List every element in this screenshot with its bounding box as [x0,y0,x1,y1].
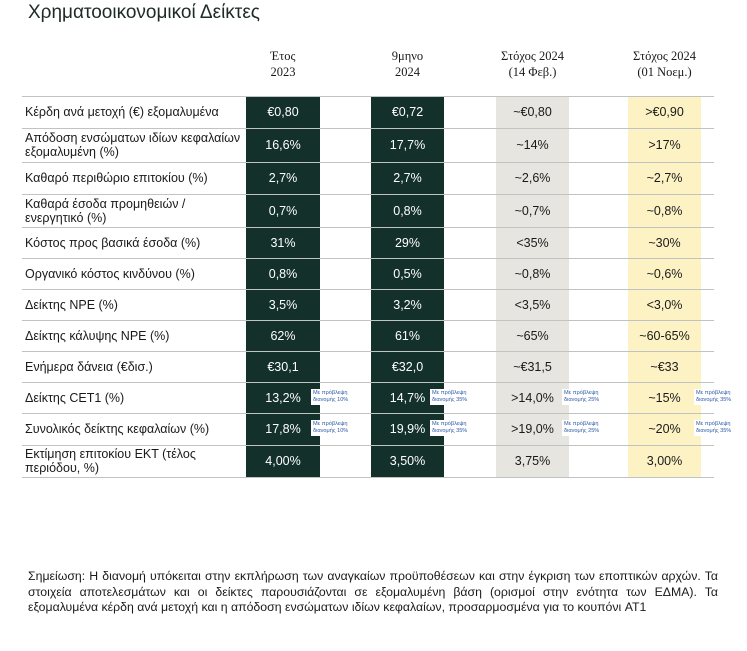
distribution-note: Με πρόβλεψη διανομής 25% [562,420,602,436]
distribution-note: Με πρόβλεψη διανομής 10% [311,420,351,436]
value-cell-target-feb: ~€0,80 [513,105,552,119]
value-cell-target-feb: 3,75% [514,454,551,468]
value-cell-target-nov: ~15% [648,390,681,405]
distribution-note: Με πρόβλεψη διανομής 35% [430,389,470,405]
row-label: Δείκτης CET1 (%) [25,390,125,405]
value-cell-2023: 31% [270,235,296,250]
row-label: Συνολικός δείκτης κεφαλαίων (%) [25,422,210,436]
row-label: Δείκτης NPE (%) [25,297,118,312]
value-cell-target-feb: <35% [516,235,549,250]
distribution-note: Με πρόβλεψη διανομής 35% [694,389,734,405]
value-cell-9m-2024: 0,5% [393,266,422,281]
value-cell-target-nov: ~2,7% [646,171,683,185]
row-label: Καθαρά έσοδα προμηθειών / ενεργητικό (%) [25,196,186,225]
value-cell-9m-2024: 17,7% [389,138,426,152]
value-cell-target-nov: >17% [648,138,681,152]
row-divider [22,96,714,97]
value-cell-target-nov: ~60-65% [639,328,690,343]
distribution-note: Με πρόβλεψη διανομής 35% [430,420,470,436]
row-divider [22,382,714,383]
value-cell-target-feb: ~65% [516,328,549,343]
row-divider [22,445,714,446]
value-cell-9m-2024: €0,72 [391,105,424,119]
column-header-target-nov: Στόχος 2024 (01 Νοεμ.) [633,49,696,79]
page-title: Χρηματοοικονομικοί Δείκτες [28,2,260,23]
value-cell-2023: 62% [270,328,296,343]
footnote: Σημείωση: Η διανομή υπόκειται στην εκπλή… [28,569,718,614]
row-divider [22,289,714,290]
value-cell-9m-2024: 2,7% [393,171,422,185]
row-divider [22,351,714,352]
row-divider [22,477,714,478]
value-cell-9m-2024: 0,8% [393,203,422,218]
value-cell-2023: 0,8% [268,266,298,281]
value-cell-2023: 0,7% [268,203,298,218]
row-label: Οργανικό κόστος κινδύνου (%) [25,266,195,281]
row-label: Κόστος προς βασικά έσοδα (%) [25,235,201,250]
value-cell-target-feb: >19,0% [511,422,554,436]
value-cell-2023: €30,1 [267,359,299,374]
value-cell-target-feb: ~€31,5 [513,359,552,374]
row-divider [22,194,714,195]
row-label: Εκτίμηση επιτοκίου ΕΚΤ (τέλος περιόδου, … [25,447,196,475]
distribution-note: Με πρόβλεψη διανομής 25% [562,389,602,405]
value-cell-target-feb: ~0,7% [514,203,551,218]
row-divider [22,320,714,321]
value-cell-target-nov: ~€33 [650,359,679,374]
value-cell-2023: 4,00% [265,454,301,468]
value-cell-target-feb: ~0,8% [514,266,551,281]
row-label: Δείκτης κάλυψης NPE (%) [25,328,170,343]
value-cell-9m-2024: 14,7% [389,390,426,405]
column-header-9m-2024: 9μηνο 2024 [391,49,424,79]
value-cell-target-nov: <3,0% [646,297,683,312]
row-label: Ενήμερα δάνεια (€δισ.) [25,359,153,374]
value-cell-target-feb: ~14% [516,138,549,152]
value-cell-2023: €0,80 [267,105,299,119]
value-cell-9m-2024: 3,50% [389,454,426,468]
row-divider [22,162,714,163]
row-label: Καθαρό περιθώριο επιτοκίου (%) [25,171,208,185]
column-header-target-feb: Στόχος 2024 (14 Φεβ.) [501,49,564,79]
value-cell-9m-2024: €32,0 [391,359,424,374]
value-cell-target-nov: >€0,90 [645,105,684,119]
value-cell-target-nov: ~30% [648,235,681,250]
value-cell-9m-2024: 29% [394,235,421,250]
value-cell-target-nov: ~20% [648,422,681,436]
value-cell-target-nov: ~0,8% [646,203,683,218]
value-cell-2023: 3,5% [268,297,298,312]
value-cell-target-feb: >14,0% [511,390,554,405]
value-cell-2023: 13,2% [265,390,301,405]
value-cell-9m-2024: 3,2% [393,297,422,312]
column-header-2023: Έτος 2023 [270,49,296,79]
row-label: Κέρδη ανά μετοχή (€) εξομαλυμένα [25,105,219,119]
value-cell-2023: 2,7% [268,171,298,185]
distribution-note: Με πρόβλεψη διανομής 10% [311,389,351,405]
value-cell-9m-2024: 61% [394,328,421,343]
value-cell-target-nov: 3,00% [646,454,683,468]
row-divider [22,413,714,414]
row-label: Απόδοση ενσώματων ιδίων κεφαλαίων εξομαλ… [25,131,241,159]
value-cell-2023: 16,6% [265,138,301,152]
value-cell-target-feb: <3,5% [514,297,551,312]
row-divider [22,128,714,129]
value-cell-target-nov: ~0,6% [646,266,683,281]
value-cell-2023: 17,8% [265,422,301,436]
value-cell-9m-2024: 19,9% [389,422,426,436]
value-cell-target-feb: ~2,6% [514,171,551,185]
row-divider [22,258,714,259]
row-divider [22,227,714,228]
distribution-note: Με πρόβλεψη διανομής 35% [694,420,734,436]
